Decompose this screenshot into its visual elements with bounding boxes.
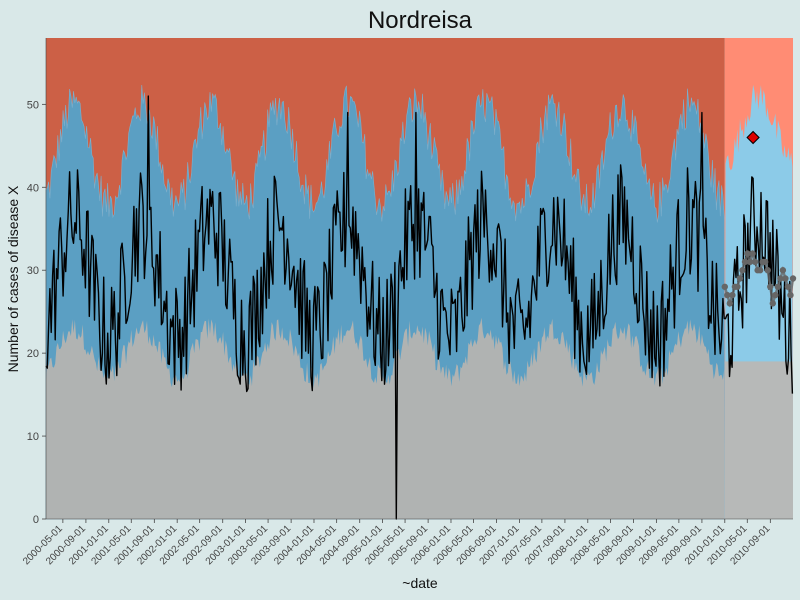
forecast-point-6 xyxy=(736,275,744,282)
forecast-point-2 xyxy=(726,300,734,307)
forecast-point-21 xyxy=(774,283,782,290)
y-axis: 0 10 20 30 40 50 xyxy=(27,38,47,526)
zone-low xyxy=(46,317,725,519)
y-tick-label-10: 10 xyxy=(27,431,39,443)
x-axis-title: ~date xyxy=(402,575,438,591)
forecast-point-10 xyxy=(746,258,754,266)
alarm-marker-0 xyxy=(746,130,760,145)
observed-series-line xyxy=(45,95,794,520)
forecast-point-14 xyxy=(756,267,764,274)
y-tick-label-0: 0 xyxy=(33,514,39,526)
forecast-point-12 xyxy=(751,258,759,266)
forecast-point-26 xyxy=(787,291,794,299)
forecast-point-11 xyxy=(749,250,756,257)
y-tick-label-40: 40 xyxy=(27,182,39,194)
y-axis-title: Number of cases of disease X xyxy=(5,185,21,372)
forecast-point-18 xyxy=(767,283,774,290)
forecast-point-19 xyxy=(769,300,776,307)
prediction-zone-low xyxy=(724,361,793,519)
forecast-point-0 xyxy=(721,283,728,290)
forecast-point-7 xyxy=(739,267,746,274)
forecast-point-20 xyxy=(772,291,779,299)
y-tick-label-20: 20 xyxy=(27,348,39,360)
x-axis: 2000-05-012000-09-012001-01-012001-05-01… xyxy=(21,518,793,567)
forecast-point-25 xyxy=(784,283,792,290)
forecast-point-1 xyxy=(724,291,731,299)
plot-area xyxy=(45,38,797,520)
forecast-point-9 xyxy=(744,250,751,257)
forecast-point-8 xyxy=(741,258,749,266)
y-tick-label-30: 30 xyxy=(27,265,39,277)
forecast-point-22 xyxy=(777,275,784,282)
forecast-point-5 xyxy=(734,283,741,290)
y-tick-label-50: 50 xyxy=(27,99,39,111)
forecast-point-3 xyxy=(729,291,736,299)
forecast-point-17 xyxy=(764,267,771,274)
forecast-point-23 xyxy=(779,267,787,274)
forecast-point-16 xyxy=(762,258,769,266)
chart-title: Nordreisa xyxy=(368,7,473,34)
forecast-point-24 xyxy=(782,275,789,282)
forecast-series xyxy=(721,249,797,308)
forecast-point-27 xyxy=(789,275,797,282)
